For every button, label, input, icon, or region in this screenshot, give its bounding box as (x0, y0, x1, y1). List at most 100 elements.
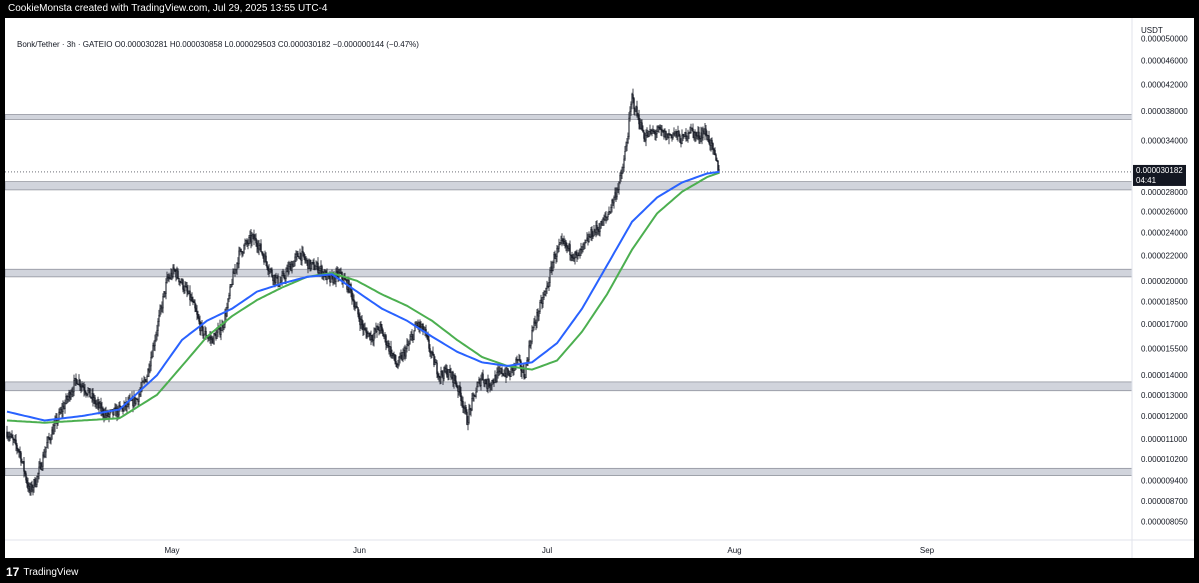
candle-body (661, 128, 663, 132)
candle-body (303, 252, 305, 258)
candle-body (638, 114, 640, 125)
candle-body (11, 434, 13, 438)
candle-body (382, 330, 384, 337)
price-tick-2: 0.000042000 (1141, 81, 1188, 90)
candle-body (459, 385, 461, 394)
candle-body (373, 333, 375, 341)
candle-body (285, 271, 287, 279)
time-tick-jun: Jun (353, 546, 366, 555)
candle-body (699, 138, 701, 140)
candle-body (657, 126, 659, 132)
candle-body (84, 389, 86, 393)
candle-body (135, 398, 137, 404)
candle-body (447, 374, 449, 377)
candle-body (538, 311, 540, 317)
candle-body (45, 447, 47, 453)
candle-body (712, 143, 714, 150)
candle-body (242, 252, 244, 255)
candle-body (82, 385, 84, 388)
candle-body (42, 454, 44, 467)
candle-body (696, 135, 698, 137)
price-chart[interactable]: USDT 0.0000500000.0000460000.0000420000.… (4, 18, 1194, 558)
candle-body (668, 134, 670, 138)
candle-body (548, 282, 550, 287)
candle-body (266, 261, 268, 268)
candle-body (433, 354, 435, 366)
candle-body (253, 234, 255, 241)
candle-body (142, 381, 144, 383)
candle-body (596, 225, 598, 230)
candle-body (62, 405, 64, 412)
candle-body (152, 345, 154, 358)
candle-body (686, 136, 688, 140)
candle-body (399, 356, 401, 358)
candle-body (409, 339, 411, 344)
candle-body (283, 273, 285, 278)
candle-body (182, 279, 184, 290)
candle-body (395, 360, 397, 365)
time-axis[interactable]: May Jun Jul Aug Sep (164, 546, 934, 555)
last-price-value: 0.000030182 (1136, 166, 1183, 175)
price-tick-18: 0.000010200 (1141, 455, 1188, 464)
price-tick-4: 0.000034000 (1141, 136, 1188, 145)
candle-body (574, 251, 576, 259)
candle-body (67, 396, 69, 400)
candle-body (270, 269, 272, 271)
header-bar: CookieMonsta created with TradingView.co… (0, 0, 1199, 18)
candle-body (602, 218, 604, 226)
candle-body (119, 405, 121, 408)
candle-body (476, 385, 478, 393)
candle-body (549, 270, 551, 283)
candle-body (628, 117, 630, 137)
candle-body (617, 188, 619, 191)
candle-body (536, 312, 538, 324)
candle-body (622, 167, 624, 174)
candle-body (633, 98, 635, 110)
candle-body (492, 380, 494, 383)
currency-label: USDT (1141, 26, 1163, 35)
candle-body (6, 431, 8, 438)
candle-body (16, 444, 18, 450)
tradingview-logo[interactable]: 17 TradingView (6, 562, 78, 583)
candle-body (656, 131, 658, 134)
candle-body (454, 374, 456, 382)
candle-body (143, 379, 145, 382)
candle-body (468, 409, 470, 423)
candle-body (477, 382, 479, 387)
chart-panel[interactable]: USDT 0.000050000 0.000046000 0.000042000 0.… (4, 18, 1194, 558)
zone-0 (4, 114, 1133, 120)
candle-body (271, 269, 273, 277)
candle-body (260, 243, 262, 253)
candle-body (318, 270, 320, 273)
candle-body (87, 390, 89, 395)
candle-body (581, 246, 583, 250)
price-axis[interactable]: 0.000050000 0.000046000 0.000042000 0.00003… (1141, 34, 1188, 526)
price-tick-13: 0.000015500 (1141, 344, 1188, 353)
candle-body (356, 305, 358, 308)
candle-body (73, 380, 75, 392)
candle-body (32, 487, 34, 491)
candle-body (687, 133, 689, 138)
candle-body (244, 243, 246, 246)
candle-body (293, 260, 295, 267)
candle-body (203, 333, 205, 337)
candle-body (394, 354, 396, 362)
candle-body (213, 333, 215, 344)
candle-body (295, 254, 297, 258)
candle-body (530, 341, 532, 346)
candle-body (158, 314, 160, 322)
candle-body (435, 361, 437, 364)
candle-body (301, 251, 303, 261)
candle-body (610, 207, 612, 213)
candle-body (150, 357, 152, 367)
candle-body (262, 253, 264, 257)
candle-body (565, 241, 567, 248)
candle-body (379, 323, 381, 331)
candle-body (527, 359, 529, 361)
candle-body (240, 248, 242, 252)
candle-body (420, 326, 422, 328)
candle-body (314, 268, 316, 271)
candle-body (217, 328, 219, 333)
candle-body (344, 277, 346, 281)
